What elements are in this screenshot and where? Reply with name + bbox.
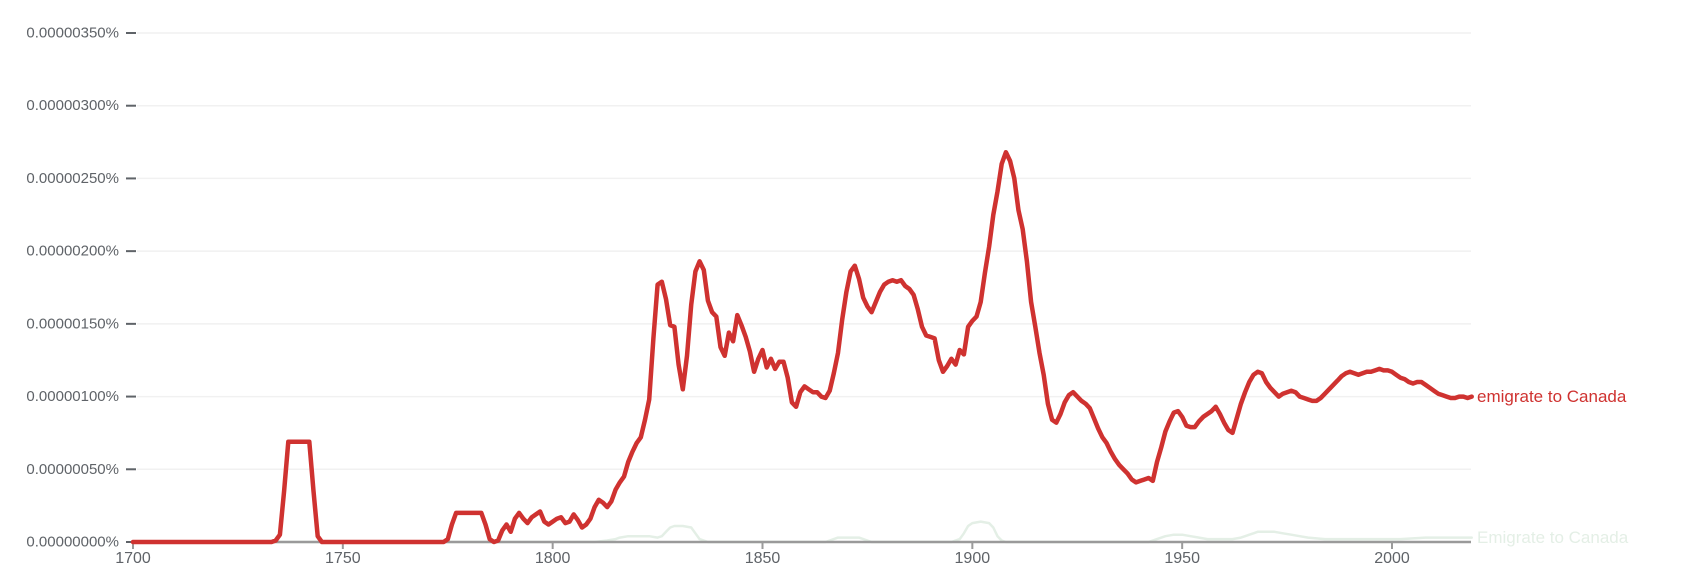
gridlines-group: 0.00000350% 0.00000300% 0.00000250% 0.00000… xyxy=(26,24,1471,551)
series-line-emigrate-to-canada[interactable] xyxy=(130,149,1474,545)
series-label-emigrate-to-canada[interactable]: emigrate to Canada xyxy=(1477,387,1627,406)
series-line-emigrate-to-canada-capitalized[interactable] xyxy=(131,520,1473,544)
axes-group: 1700 1750 1800 1850 1900 1950 2000 xyxy=(115,540,1471,567)
y-tick-label: 0.00000100% xyxy=(26,388,119,405)
y-tick-label: 0.00000350% xyxy=(26,24,119,41)
series-labels-group: emigrate to Canada Emigrate to Canada xyxy=(1477,387,1629,547)
x-tick-label: 1800 xyxy=(535,550,571,567)
y-tick-label: 0.00000000% xyxy=(26,534,119,551)
highlighted-series-group xyxy=(130,149,1474,545)
x-tick-label: 2000 xyxy=(1374,550,1410,567)
x-tick-label: 1900 xyxy=(955,550,991,567)
y-tick-label: 0.00000200% xyxy=(26,243,119,260)
x-tick-label: 1700 xyxy=(115,550,151,567)
faded-series-group xyxy=(131,520,1473,544)
x-tick-label: 1950 xyxy=(1164,550,1200,567)
x-tick-label: 1750 xyxy=(325,550,361,567)
series-label-emigrate-to-canada-capitalized[interactable]: Emigrate to Canada xyxy=(1477,528,1629,547)
y-tick-label: 0.00000300% xyxy=(26,97,119,114)
x-tick-label: 1850 xyxy=(745,550,781,567)
y-tick-label: 0.00000050% xyxy=(26,461,119,478)
y-tick-label: 0.00000250% xyxy=(26,170,119,187)
y-tick-label: 0.00000150% xyxy=(26,315,119,332)
